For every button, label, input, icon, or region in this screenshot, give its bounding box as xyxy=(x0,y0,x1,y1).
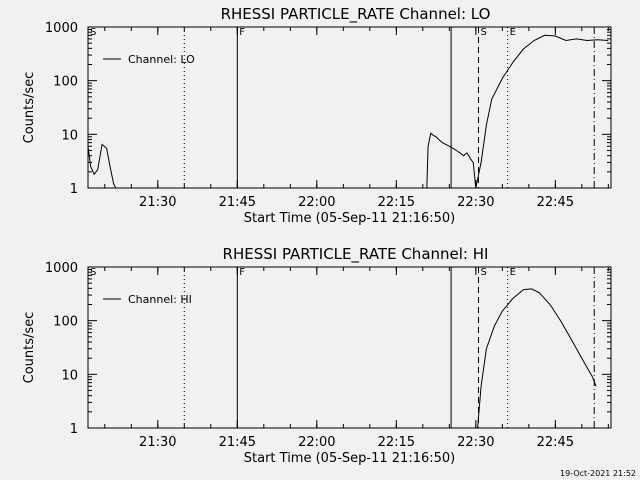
y-tick-label: 1000 xyxy=(45,21,78,36)
legend-label: Channel: HI xyxy=(128,293,192,306)
x-tick-label: 21:45 xyxy=(219,195,256,210)
time-marker-label: F xyxy=(239,267,245,278)
y-tick-label: 1 xyxy=(70,182,78,197)
chart-panel-2: RHESSI PARTICLE_RATE Channel: HI Start Ti… xyxy=(22,245,612,466)
chart-title: RHESSI PARTICLE_RATE Channel: HI xyxy=(223,245,489,264)
time-marker-label: S xyxy=(480,27,486,38)
time-marker-label: E xyxy=(510,267,516,278)
y-tick-label: 1000 xyxy=(45,261,78,276)
x-tick-label: 21:30 xyxy=(139,435,176,450)
x-tick-label: 22:45 xyxy=(537,435,574,450)
x-tick-label: 21:30 xyxy=(139,195,176,210)
x-axis-label: Start Time (05-Sep-11 21:16:50) xyxy=(244,211,455,226)
y-tick-label: 10 xyxy=(61,368,78,383)
y-tick-label: 100 xyxy=(53,75,78,90)
creation-timestamp: 19-Oct-2021 21:52 xyxy=(560,469,636,478)
y-axis-label: Counts/sec xyxy=(22,312,37,384)
y-tick-label: 1 xyxy=(70,422,78,437)
x-tick-label: 22:15 xyxy=(378,195,415,210)
time-marker-label: E xyxy=(510,27,516,38)
x-tick-label: 22:00 xyxy=(298,435,335,450)
x-tick-label: 22:30 xyxy=(457,195,494,210)
time-marker-label: F xyxy=(239,27,245,38)
y-axis-label: Counts/sec xyxy=(22,72,37,144)
x-tick-label: 22:00 xyxy=(298,195,335,210)
y-tick-label: 10 xyxy=(61,128,78,143)
series-line xyxy=(88,34,609,188)
plot-frame xyxy=(87,266,612,429)
time-marker-label: S xyxy=(480,267,486,278)
chart-panel-1: RHESSI PARTICLE_RATE Channel: LO Start Ti… xyxy=(22,5,612,226)
x-axis-label: Start Time (05-Sep-11 21:16:50) xyxy=(244,451,455,466)
y-tick-label: 100 xyxy=(53,315,78,330)
plot-frame xyxy=(87,26,612,189)
x-tick-label: 21:45 xyxy=(219,435,256,450)
series-line xyxy=(477,288,597,428)
x-tick-label: 22:45 xyxy=(537,195,574,210)
chart-title: RHESSI PARTICLE_RATE Channel: LO xyxy=(221,5,491,24)
x-tick-label: 22:30 xyxy=(457,435,494,450)
time-marker-label: S xyxy=(90,27,96,38)
legend-label: Channel: LO xyxy=(128,53,195,66)
x-tick-label: 22:15 xyxy=(378,435,415,450)
time-marker-label: S xyxy=(90,267,96,278)
